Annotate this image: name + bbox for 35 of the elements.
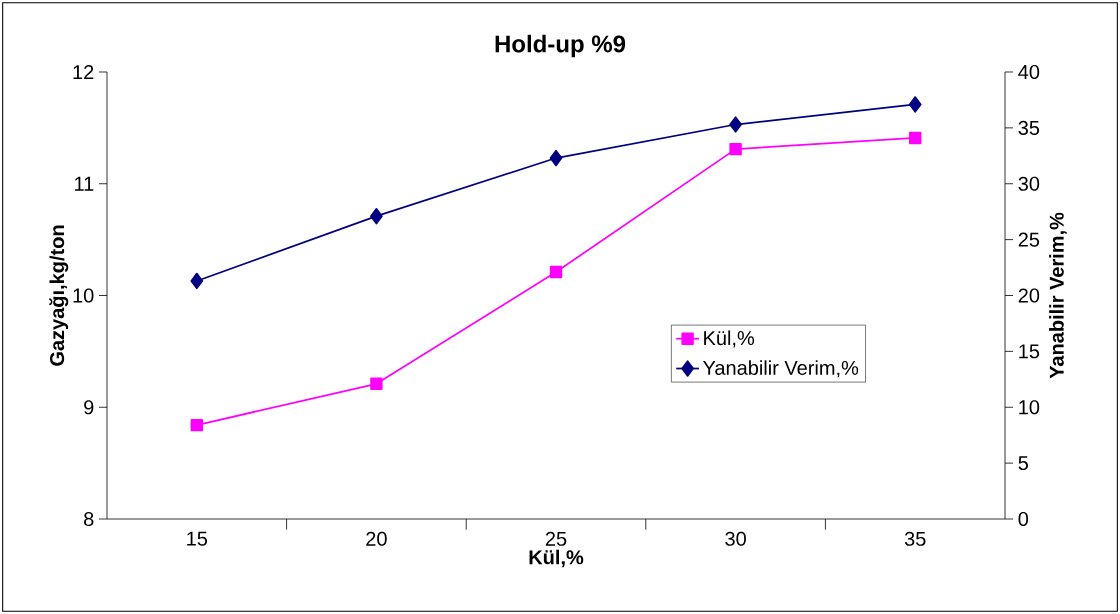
point: [370, 207, 383, 225]
x-tick-label: 25: [545, 531, 567, 546]
y-tick-label: 8: [84, 511, 94, 527]
y-tick-label: 12: [73, 65, 94, 79]
x-axis-title: Kül,%: [529, 549, 584, 568]
point: [909, 131, 922, 145]
y-tick-label: 11: [75, 176, 94, 191]
point: [729, 116, 742, 133]
x-tick-label: 30: [725, 531, 746, 546]
y2-tick-label: 5: [1018, 456, 1029, 471]
point: [729, 142, 742, 156]
y2-tick-label: 30: [1018, 176, 1040, 191]
y-axis-title: Gazyağı,kg/ton: [49, 225, 69, 366]
point: [190, 272, 204, 290]
y-tick-label: 9: [84, 400, 94, 415]
point: [908, 96, 922, 113]
y2-tick-label: 20: [1018, 288, 1040, 303]
x-tick-label: 20: [366, 531, 387, 546]
y2-tick-label: 15: [1019, 344, 1040, 359]
x-tick-label: 15: [187, 531, 208, 546]
y2-axis-title: Yanabilir Verim,%: [1049, 212, 1067, 379]
y2-tick-label: 35: [1018, 120, 1040, 135]
y2-tick-label: 40: [1018, 64, 1040, 80]
point: [370, 377, 383, 390]
chart-title: Hold-up %9: [495, 34, 626, 58]
point: [190, 418, 204, 432]
point: [549, 149, 563, 167]
y2-tick-label: 10: [1019, 400, 1040, 415]
y2-tick-label: 0: [1018, 511, 1029, 527]
point: [549, 265, 563, 279]
x-tick-label: 35: [904, 531, 926, 546]
y-tick-label: 10: [73, 288, 94, 303]
legend-label: Kül,%: [704, 330, 755, 348]
legend-label: Yanabilir Verim,%: [702, 360, 859, 378]
y2-tick-label: 25: [1018, 232, 1040, 247]
